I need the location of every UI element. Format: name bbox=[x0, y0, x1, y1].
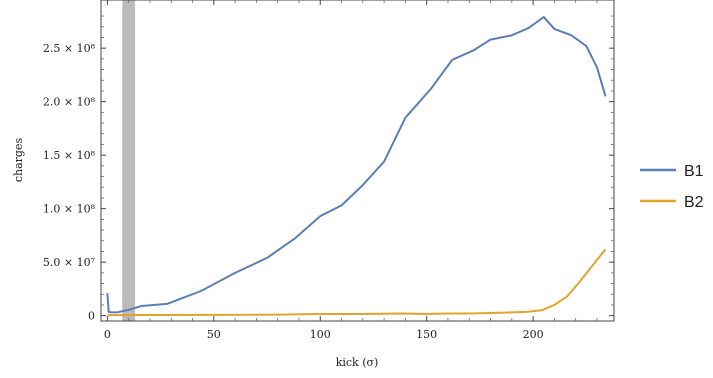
x-axis: 0 50 100 150 200 bbox=[104, 0, 598, 341]
plot-frame bbox=[100, 0, 615, 322]
legend-label-b1: B1 bbox=[684, 163, 704, 180]
legend-label-b2: B2 bbox=[684, 194, 704, 211]
x-tick-label: 0 bbox=[104, 328, 111, 341]
y-tick-label: 2.5 × 10⁸ bbox=[43, 42, 96, 55]
x-tick-label: 150 bbox=[416, 328, 437, 341]
y-tick-label: 1.5 × 10⁸ bbox=[43, 149, 96, 162]
legend: B1 B2 bbox=[640, 163, 704, 211]
shaded-region bbox=[122, 0, 136, 321]
x-tick-label: 100 bbox=[310, 328, 331, 341]
y-axis-label: charges bbox=[12, 138, 25, 183]
shaded-region-layer bbox=[122, 0, 136, 321]
x-tick-label: 50 bbox=[207, 328, 221, 341]
x-tick-label: 200 bbox=[523, 328, 544, 341]
y-tick-label: 1.0 × 10⁸ bbox=[43, 203, 96, 216]
y-axis: 0 5.0 × 10⁷ 1.0 × 10⁸ 1.5 × 10⁸ 2.0 × 10⁸ 2.5… bbox=[43, 15, 614, 323]
y-tick-label: 2.0 × 10⁸ bbox=[43, 96, 96, 109]
y-tick-label: 5.0 × 10⁷ bbox=[43, 256, 96, 269]
x-axis-label: kick (σ) bbox=[336, 356, 379, 369]
series-layer bbox=[106, 16, 607, 317]
series-line-b1 bbox=[106, 16, 607, 314]
series-line-b2 bbox=[107, 248, 607, 317]
y-tick-label: 0 bbox=[88, 310, 95, 323]
